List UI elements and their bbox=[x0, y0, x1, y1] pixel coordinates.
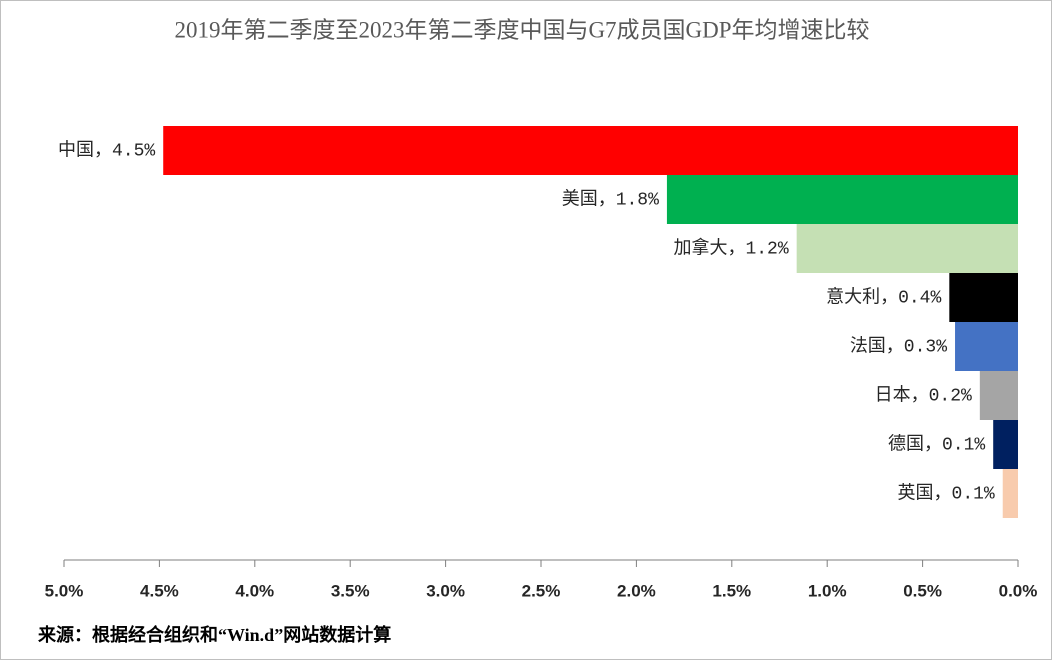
bar bbox=[796, 224, 1018, 273]
x-tick-label: 0.0% bbox=[999, 581, 1038, 600]
data-label: 意大利，0.4% bbox=[826, 286, 941, 308]
x-tick-label: 0.5% bbox=[903, 581, 942, 600]
x-tick-label: 1.0% bbox=[808, 581, 847, 600]
chart-title: 2019年第二季度至2023年第二季度中国与G7成员国GDP年均增速比较 bbox=[174, 17, 869, 42]
bar bbox=[1002, 469, 1018, 518]
bar bbox=[955, 322, 1018, 371]
bar bbox=[979, 371, 1018, 420]
x-tick-label: 2.0% bbox=[617, 581, 656, 600]
x-tick-label: 2.5% bbox=[522, 581, 561, 600]
data-label: 德国，0.1% bbox=[888, 433, 985, 455]
source-note: 来源：根据经合组织和“Win.d”网站数据计算 bbox=[37, 624, 391, 645]
x-tick-label: 5.0% bbox=[45, 581, 84, 600]
x-tick-label: 3.5% bbox=[331, 581, 370, 600]
x-tick-label: 4.0% bbox=[235, 581, 274, 600]
bar bbox=[163, 126, 1018, 175]
bar bbox=[993, 420, 1018, 469]
data-label: 美国，1.8% bbox=[562, 188, 659, 210]
x-tick-label: 3.0% bbox=[426, 581, 465, 600]
data-label: 中国，4.5% bbox=[58, 139, 155, 161]
data-label: 法国，0.3% bbox=[850, 335, 947, 357]
data-label: 日本，0.2% bbox=[875, 384, 972, 406]
x-tick-label: 4.5% bbox=[140, 581, 179, 600]
data-label: 加拿大，1.2% bbox=[673, 236, 788, 259]
x-tick-label: 1.5% bbox=[712, 581, 751, 600]
data-label: 英国，0.1% bbox=[898, 482, 995, 504]
bar bbox=[949, 273, 1018, 322]
bar bbox=[666, 175, 1018, 224]
